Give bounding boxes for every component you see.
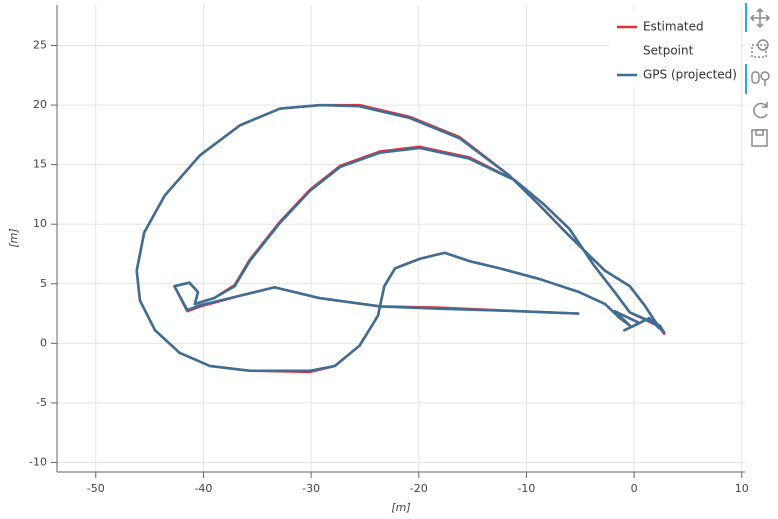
- x-tick-label: 0: [631, 482, 638, 495]
- box-zoom-tool[interactable]: [751, 39, 769, 58]
- x-tick-label: -20: [410, 482, 428, 495]
- x-tick-label: -50: [87, 482, 105, 495]
- toolbar: [745, 3, 771, 147]
- legend-label: Estimated: [643, 20, 704, 34]
- series-line: [135, 103, 666, 372]
- x-tick-label: -10: [517, 482, 535, 495]
- series-line: [135, 103, 666, 374]
- y-tick-label: 15: [33, 158, 47, 171]
- y-tick-label: 0: [40, 336, 47, 349]
- x-tick-label: -30: [302, 482, 320, 495]
- legend-label: Setpoint: [643, 44, 694, 58]
- wheel-zoom-tool[interactable]: [751, 71, 770, 86]
- legend: Estimated Setpoint GPS (projected): [609, 11, 741, 87]
- y-tick-label: 25: [33, 39, 47, 52]
- x-axis-label: [m]: [391, 501, 410, 514]
- x-tick-label: 10: [735, 482, 749, 495]
- y-tick-label: -5: [36, 396, 47, 409]
- y-tick-label: 20: [33, 98, 47, 111]
- pan-tool[interactable]: [749, 7, 771, 29]
- reset-tool[interactable]: [753, 102, 768, 119]
- y-tick-label: -10: [29, 455, 47, 468]
- save-tool[interactable]: [751, 129, 768, 147]
- plot: -50 -40 -30 -20 -10 0 10-10-50510152025Estimat…: [29, 5, 749, 495]
- legend-label: GPS (projected): [643, 68, 737, 82]
- y-tick-label: 10: [33, 217, 47, 230]
- x-tick-label: -40: [194, 482, 212, 495]
- y-axis-label: [m]: [7, 228, 20, 247]
- y-tick-label: 5: [40, 277, 47, 290]
